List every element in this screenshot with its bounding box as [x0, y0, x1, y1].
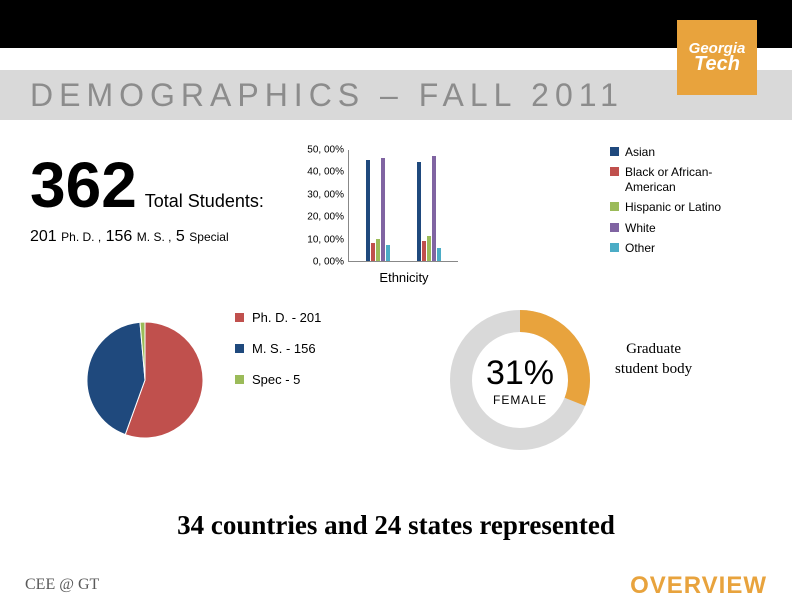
- donut-side-2: student body: [615, 360, 692, 380]
- pie-chart: [85, 320, 205, 440]
- legend-row: Other: [610, 241, 745, 255]
- donut-side-text: Graduate student body: [615, 340, 692, 379]
- y-axis: 50, 00%40, 00%30, 00%20, 00%10, 00%0, 00…: [300, 150, 348, 262]
- logo-badge: Georgia Tech: [677, 20, 757, 95]
- bar: [437, 248, 441, 261]
- legend-label: Ph. D. - 201: [252, 310, 321, 325]
- breakdown-line: 201 Ph. D. , 156 M. S. , 5 Special: [30, 228, 229, 246]
- phd-label: Ph. D. ,: [61, 230, 101, 244]
- y-tick: 0, 00%: [313, 257, 344, 268]
- legend-swatch: [610, 202, 619, 211]
- bar-group: [366, 158, 390, 261]
- pie-legend: Ph. D. - 201 M. S. - 156 Spec - 5: [235, 310, 321, 403]
- legend-swatch: [610, 147, 619, 156]
- bar: [371, 243, 375, 261]
- ethnicity-legend: Asian Black or African-American Hispanic o…: [610, 145, 745, 261]
- bar-group: [417, 156, 441, 261]
- legend-row: White: [610, 221, 745, 235]
- donut-label: FEMALE: [486, 393, 554, 407]
- total-number: 362: [30, 148, 137, 222]
- y-tick: 40, 00%: [307, 167, 344, 178]
- bar: [386, 245, 390, 261]
- phd-count: 201: [30, 228, 57, 245]
- spec-label: Special: [189, 230, 228, 244]
- legend-label: Black or African-American: [625, 165, 745, 194]
- bar: [376, 239, 380, 261]
- legend-swatch: [610, 223, 619, 232]
- countries-line: 34 countries and 24 states represented: [0, 510, 792, 541]
- y-tick: 50, 00%: [307, 145, 344, 156]
- x-axis-label: Ethnicity: [348, 270, 460, 285]
- legend-label: M. S. - 156: [252, 341, 316, 356]
- female-donut: 31% FEMALE: [445, 305, 595, 455]
- legend-swatch: [235, 344, 244, 353]
- bar: [432, 156, 436, 261]
- bar: [417, 162, 421, 261]
- legend-label: White: [625, 221, 656, 235]
- legend-row: Hispanic or Latino: [610, 200, 745, 214]
- legend-swatch: [235, 313, 244, 322]
- total-label: Total Students:: [145, 191, 264, 212]
- donut-center: 31% FEMALE: [486, 354, 554, 407]
- legend-swatch: [610, 167, 619, 176]
- y-tick: 20, 00%: [307, 212, 344, 223]
- ms-label: M. S. ,: [137, 230, 172, 244]
- legend-row: Asian: [610, 145, 745, 159]
- footer-left: CEE @ GT: [25, 576, 99, 594]
- page-title: DEMOGRAPHICS – FALL 2011: [30, 77, 624, 114]
- ms-count: 156: [106, 228, 133, 245]
- pie-legend-row: Ph. D. - 201: [235, 310, 321, 325]
- ethnicity-chart: 50, 00%40, 00%30, 00%20, 00%10, 00%0, 00…: [300, 150, 460, 280]
- legend-label: Asian: [625, 145, 655, 159]
- donut-percent: 31%: [486, 354, 554, 393]
- legend-row: Black or African-American: [610, 165, 745, 194]
- pie-legend-row: M. S. - 156: [235, 341, 321, 356]
- title-bar: DEMOGRAPHICS – FALL 2011: [0, 70, 792, 120]
- total-students: 362 Total Students:: [30, 148, 264, 222]
- legend-label: Other: [625, 241, 655, 255]
- bar: [366, 160, 370, 261]
- footer-right: OVERVIEW: [630, 572, 767, 600]
- plot-area: [348, 150, 458, 262]
- y-tick: 10, 00%: [307, 234, 344, 245]
- legend-swatch: [235, 375, 244, 384]
- legend-swatch: [610, 243, 619, 252]
- donut-side-1: Graduate: [615, 340, 692, 360]
- pie-legend-row: Spec - 5: [235, 372, 321, 387]
- bar: [422, 241, 426, 261]
- bar: [381, 158, 385, 261]
- y-tick: 30, 00%: [307, 189, 344, 200]
- top-black-bar: [0, 0, 792, 48]
- bar: [427, 236, 431, 261]
- legend-label: Spec - 5: [252, 372, 300, 387]
- legend-label: Hispanic or Latino: [625, 200, 721, 214]
- logo-line2: Tech: [694, 53, 740, 76]
- spec-count: 5: [176, 228, 185, 245]
